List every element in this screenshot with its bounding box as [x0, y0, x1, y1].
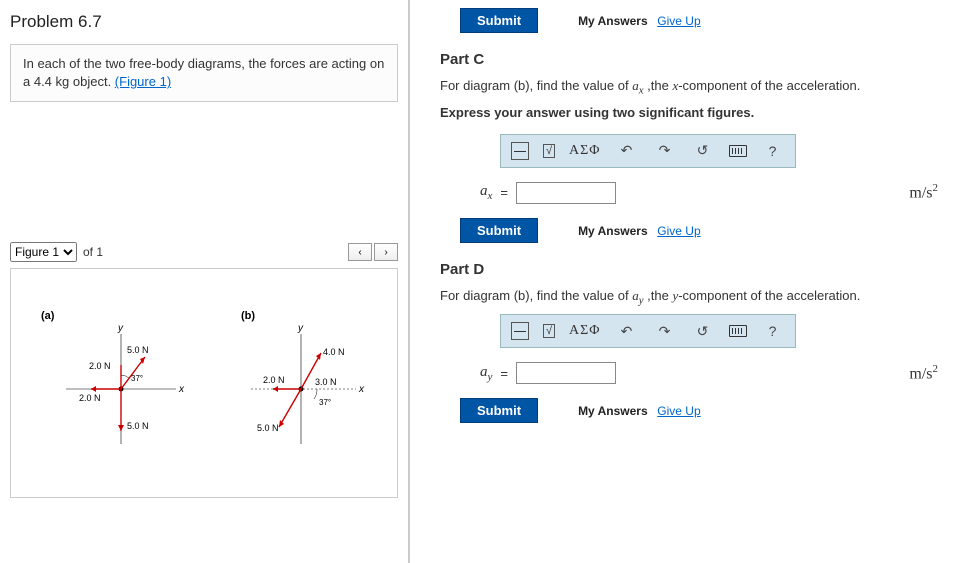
equals: =	[500, 185, 508, 200]
my-answers-link[interactable]: My Answers	[578, 14, 648, 28]
svg-text:2.0 N: 2.0 N	[79, 393, 101, 403]
svg-text:y: y	[297, 323, 304, 334]
desc-text-post: object.	[69, 74, 115, 89]
greek-button[interactable]: ΑΣΦ	[569, 323, 601, 339]
problem-description: In each of the two free-body diagrams, t…	[10, 44, 398, 102]
part-d-desc: For diagram (b), find the value of ay ,t…	[440, 288, 958, 307]
redo-icon[interactable]: ↷	[653, 141, 677, 161]
part-c-toolbar: √ ΑΣΦ ↶ ↷ ↺ ?	[500, 134, 796, 168]
submit-button[interactable]: Submit	[460, 218, 538, 243]
part-d-toolbar: √ ΑΣΦ ↶ ↷ ↺ ?	[500, 314, 796, 348]
equals: =	[500, 366, 508, 381]
submit-button[interactable]: Submit	[460, 8, 538, 33]
figure-frame: (a) x y 5.0 N 2.0 N 2.0 N	[10, 268, 398, 498]
fraction-icon[interactable]	[511, 142, 529, 160]
svg-text:y: y	[117, 323, 124, 334]
undo-icon[interactable]: ↶	[615, 321, 639, 341]
problem-title: Problem 6.7	[10, 8, 398, 32]
svg-text:2.0 N: 2.0 N	[263, 375, 285, 385]
svg-text:4.0 N: 4.0 N	[323, 347, 345, 357]
keyboard-icon[interactable]	[729, 325, 747, 337]
part-c-unit: m/s2	[909, 182, 958, 202]
svg-text:5.0 N: 5.0 N	[257, 423, 279, 433]
reset-icon[interactable]: ↺	[691, 141, 715, 161]
part-c-answer-row: ax = m/s2	[440, 182, 958, 204]
part-d-var: ay	[480, 364, 492, 383]
svg-text:x: x	[358, 384, 365, 395]
part-c-input[interactable]	[516, 182, 616, 204]
svg-text:3.0 N: 3.0 N	[315, 377, 337, 387]
figure-count: of 1	[83, 245, 103, 259]
top-submit-row: Submit My Answers Give Up	[440, 8, 958, 33]
prev-figure-button[interactable]: ‹	[348, 243, 372, 261]
svg-text:37°: 37°	[319, 398, 331, 407]
part-d-input[interactable]	[516, 362, 616, 384]
my-answers-link[interactable]: My Answers	[578, 404, 648, 418]
svg-text:5.0 N: 5.0 N	[127, 345, 149, 355]
part-d-unit: m/s2	[909, 363, 958, 383]
keyboard-icon[interactable]	[729, 145, 747, 157]
figure-select[interactable]: Figure 1	[10, 242, 77, 262]
answer-panel: Submit My Answers Give Up Part C For dia…	[410, 0, 978, 563]
problem-panel: Problem 6.7 In each of the two free-body…	[0, 0, 410, 563]
figure-nav-bar: Figure 1 of 1 ‹ ›	[10, 242, 398, 262]
part-d-header: Part D	[440, 261, 958, 278]
desc-mass: 4.4 kg	[34, 74, 69, 89]
part-c-header: Part C	[440, 51, 958, 68]
sqrt-icon[interactable]: √	[543, 324, 555, 338]
page-container: Problem 6.7 In each of the two free-body…	[0, 0, 978, 563]
svg-text:37°: 37°	[131, 374, 143, 383]
fraction-icon[interactable]	[511, 322, 529, 340]
part-c-var: ax	[480, 183, 492, 202]
svg-text:(b): (b)	[241, 310, 255, 322]
part-c-express: Express your answer using two significan…	[440, 105, 958, 120]
figure-link[interactable]: (Figure 1)	[115, 74, 171, 89]
help-icon[interactable]: ?	[761, 141, 785, 161]
give-up-link[interactable]: Give Up	[657, 404, 700, 418]
part-d-submit-row: Submit My Answers Give Up	[440, 398, 958, 423]
sqrt-icon[interactable]: √	[543, 144, 555, 158]
next-figure-button[interactable]: ›	[374, 243, 398, 261]
submit-button[interactable]: Submit	[460, 398, 538, 423]
svg-text:5.0 N: 5.0 N	[127, 421, 149, 431]
svg-text:2.0 N: 2.0 N	[89, 361, 111, 371]
greek-button[interactable]: ΑΣΦ	[569, 143, 601, 159]
give-up-link[interactable]: Give Up	[657, 14, 700, 28]
redo-icon[interactable]: ↷	[653, 321, 677, 341]
help-icon[interactable]: ?	[761, 321, 785, 341]
free-body-diagrams: (a) x y 5.0 N 2.0 N 2.0 N	[21, 279, 401, 489]
give-up-link[interactable]: Give Up	[657, 224, 700, 238]
my-answers-link[interactable]: My Answers	[578, 224, 648, 238]
undo-icon[interactable]: ↶	[615, 141, 639, 161]
svg-text:(a): (a)	[41, 310, 55, 322]
svg-text:x: x	[178, 384, 185, 395]
reset-icon[interactable]: ↺	[691, 321, 715, 341]
part-c-desc: For diagram (b), find the value of ax ,t…	[440, 78, 958, 97]
part-c-submit-row: Submit My Answers Give Up	[440, 218, 958, 243]
part-d-answer-row: ay = m/s2	[440, 362, 958, 384]
